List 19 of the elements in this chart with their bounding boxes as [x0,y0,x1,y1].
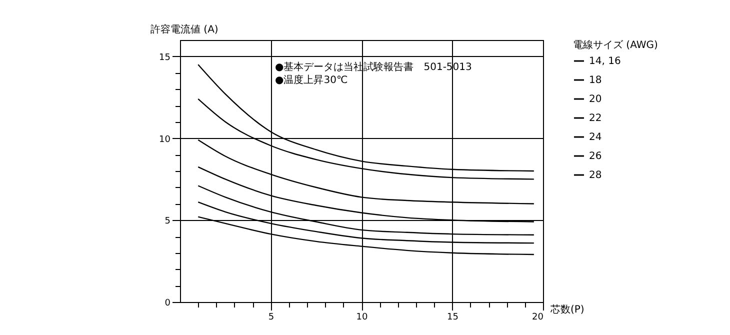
y-axis-title: 許容電流値 (A) [150,24,218,36]
legend-label: 22 [589,113,602,124]
legend-label: 24 [589,132,602,143]
x-axis-title: 芯数(P) [550,304,584,316]
legend-label: 18 [589,75,602,86]
y-tick-label: 10 [159,134,171,145]
legend-label: 26 [589,151,602,162]
legend-label: 28 [589,170,602,181]
x-tick-label: 10 [356,312,368,322]
y-tick-label: 15 [159,52,170,63]
x-tick-label: 5 [268,312,274,322]
x-tick-label: 20 [532,312,544,322]
y-tick-label: 0 [164,298,171,308]
y-tick-label: 5 [164,216,170,227]
legend-label: 20 [589,94,602,105]
legend-title: 電線サイズ (AWG) [573,39,658,51]
legend-label: 14, 16 [589,56,621,67]
x-tick-label: 15 [447,312,458,322]
annotation: ●温度上昇30℃ [275,74,348,86]
